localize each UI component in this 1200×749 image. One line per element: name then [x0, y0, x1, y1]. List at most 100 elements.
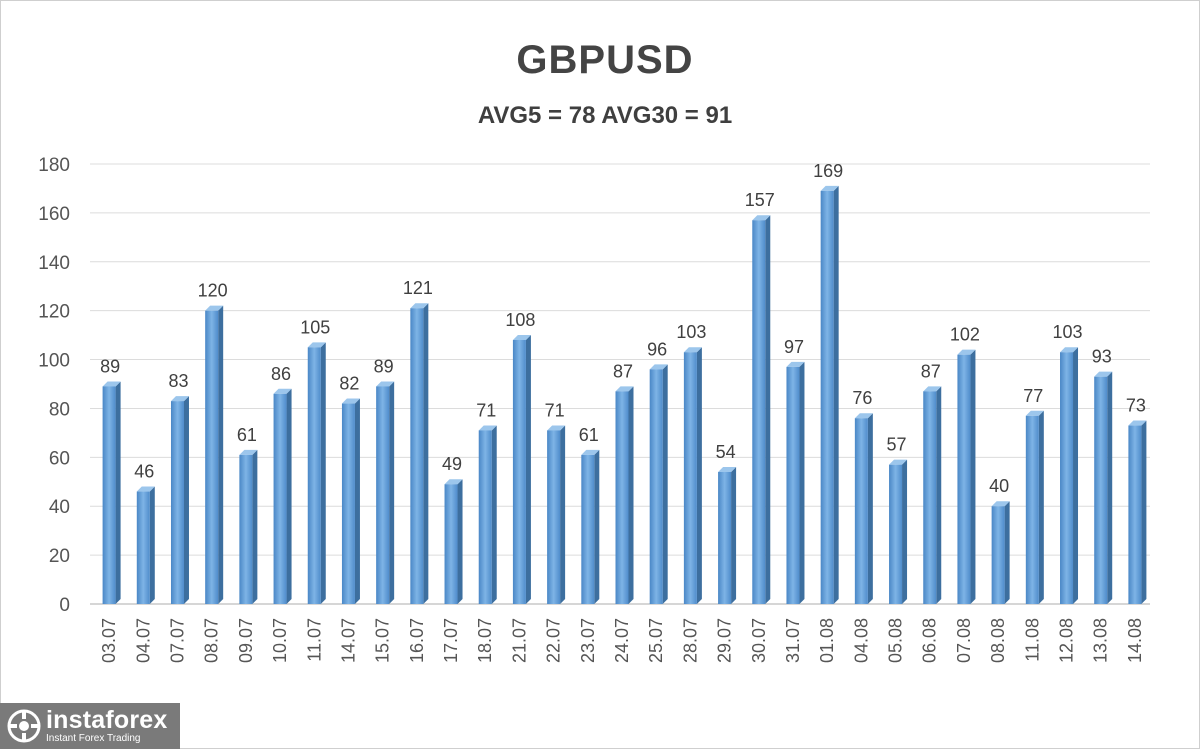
- bar-side: [389, 381, 395, 604]
- bar-top: [170, 396, 189, 402]
- bar-top: [1128, 420, 1147, 426]
- data-label: 157: [745, 190, 775, 210]
- bar-top: [889, 459, 908, 465]
- bar-top: [410, 303, 429, 309]
- x-tick-label: 23.07: [578, 618, 598, 663]
- bar-top: [854, 413, 873, 419]
- bar-11.07: [307, 342, 326, 604]
- x-tick-label: 01.08: [817, 618, 837, 663]
- bar-side: [218, 305, 224, 604]
- data-label: 108: [505, 310, 535, 330]
- bar-top: [239, 449, 258, 455]
- bar-front: [512, 340, 526, 604]
- bar-front: [1060, 352, 1074, 604]
- bar-side: [1107, 371, 1113, 604]
- instaforex-logo: instaforex Instant Forex Trading: [0, 703, 180, 749]
- bar-23.07: [581, 449, 600, 604]
- bar-side: [423, 303, 429, 604]
- data-label: 97: [784, 337, 804, 357]
- bar-front: [991, 506, 1005, 604]
- bar-side: [491, 425, 497, 604]
- bar-front: [547, 430, 561, 604]
- bar-29.07: [718, 467, 737, 604]
- bar-top: [581, 449, 600, 455]
- data-label: 93: [1092, 347, 1112, 367]
- bar-front: [820, 190, 834, 604]
- bar-front: [478, 430, 492, 604]
- bar-top: [786, 361, 805, 367]
- bar-front: [273, 393, 287, 604]
- bar-side: [252, 449, 258, 604]
- bar-30.07: [752, 215, 771, 604]
- data-label: 87: [613, 361, 633, 381]
- data-label: 121: [403, 278, 433, 298]
- bar-15.07: [376, 381, 395, 604]
- bar-front: [1025, 415, 1039, 604]
- data-label: 120: [198, 281, 228, 301]
- bar-07.08: [957, 349, 976, 604]
- bar-side: [902, 459, 908, 604]
- data-label: 46: [134, 462, 154, 482]
- bar-side: [1038, 410, 1044, 604]
- y-tick-label: 160: [38, 204, 70, 225]
- bar-top: [512, 335, 531, 340]
- x-axis-ticks: 03.07 04.07 07.07 08.07 09.07 10.07 11.07 14.07…: [99, 618, 1145, 663]
- bar-front: [170, 401, 184, 604]
- bar-top: [649, 364, 668, 370]
- bar-side: [594, 449, 600, 604]
- x-tick-label: 11.08: [1022, 618, 1042, 662]
- data-label: 40: [989, 476, 1009, 496]
- bar-front: [683, 352, 697, 604]
- bar-25.07: [649, 364, 668, 604]
- bar-top: [341, 398, 360, 404]
- bar-21.07: [512, 335, 531, 604]
- data-label: 61: [579, 425, 599, 445]
- x-tick-label: 11.07: [304, 618, 324, 662]
- bar-28.07: [683, 347, 702, 604]
- x-tick-label: 24.07: [612, 618, 632, 663]
- data-label: 89: [374, 356, 394, 376]
- data-label: 105: [300, 317, 330, 337]
- bar-side: [1073, 347, 1079, 604]
- data-label: 89: [100, 356, 120, 376]
- data-label: 86: [271, 364, 291, 384]
- bar-top: [1094, 371, 1113, 377]
- bar-14.07: [341, 398, 360, 604]
- bar-side: [320, 342, 326, 604]
- data-label: 71: [476, 400, 496, 420]
- x-tick-label: 04.07: [133, 618, 153, 663]
- bar-22.07: [547, 425, 566, 604]
- bar-front: [718, 472, 732, 604]
- bar-side: [183, 396, 189, 604]
- x-tick-label: 07.08: [954, 618, 974, 663]
- data-label: 61: [237, 425, 257, 445]
- bar-top: [102, 381, 121, 387]
- data-label: 102: [950, 325, 980, 345]
- bar-side: [115, 381, 121, 604]
- bar-top: [376, 381, 395, 387]
- bar-side: [936, 386, 942, 604]
- x-tick-label: 15.07: [373, 618, 393, 663]
- data-label: 83: [168, 371, 188, 391]
- data-label: 76: [852, 388, 872, 408]
- bar-side: [560, 425, 566, 604]
- bar-top: [820, 185, 839, 191]
- bar-17.07: [444, 479, 463, 604]
- logo-name: instaforex: [46, 706, 168, 734]
- y-axis-ticks: 0 20 40 60 80 100 120 140 160 180: [38, 155, 70, 616]
- x-tick-label: 18.07: [475, 618, 495, 663]
- data-label: 103: [1052, 322, 1082, 342]
- bar-side: [1004, 501, 1010, 604]
- x-tick-label: 13.08: [1091, 618, 1111, 663]
- bar-top: [547, 425, 566, 431]
- bar-top: [718, 467, 737, 472]
- instaforex-logo-icon: [7, 709, 41, 743]
- bar-front: [581, 454, 595, 604]
- x-tick-label: 16.07: [407, 618, 427, 663]
- bar-front: [136, 491, 150, 604]
- x-tick-label: 30.07: [749, 618, 769, 663]
- data-label: 54: [716, 442, 736, 462]
- bar-front: [1094, 376, 1108, 604]
- bar-side: [696, 347, 702, 604]
